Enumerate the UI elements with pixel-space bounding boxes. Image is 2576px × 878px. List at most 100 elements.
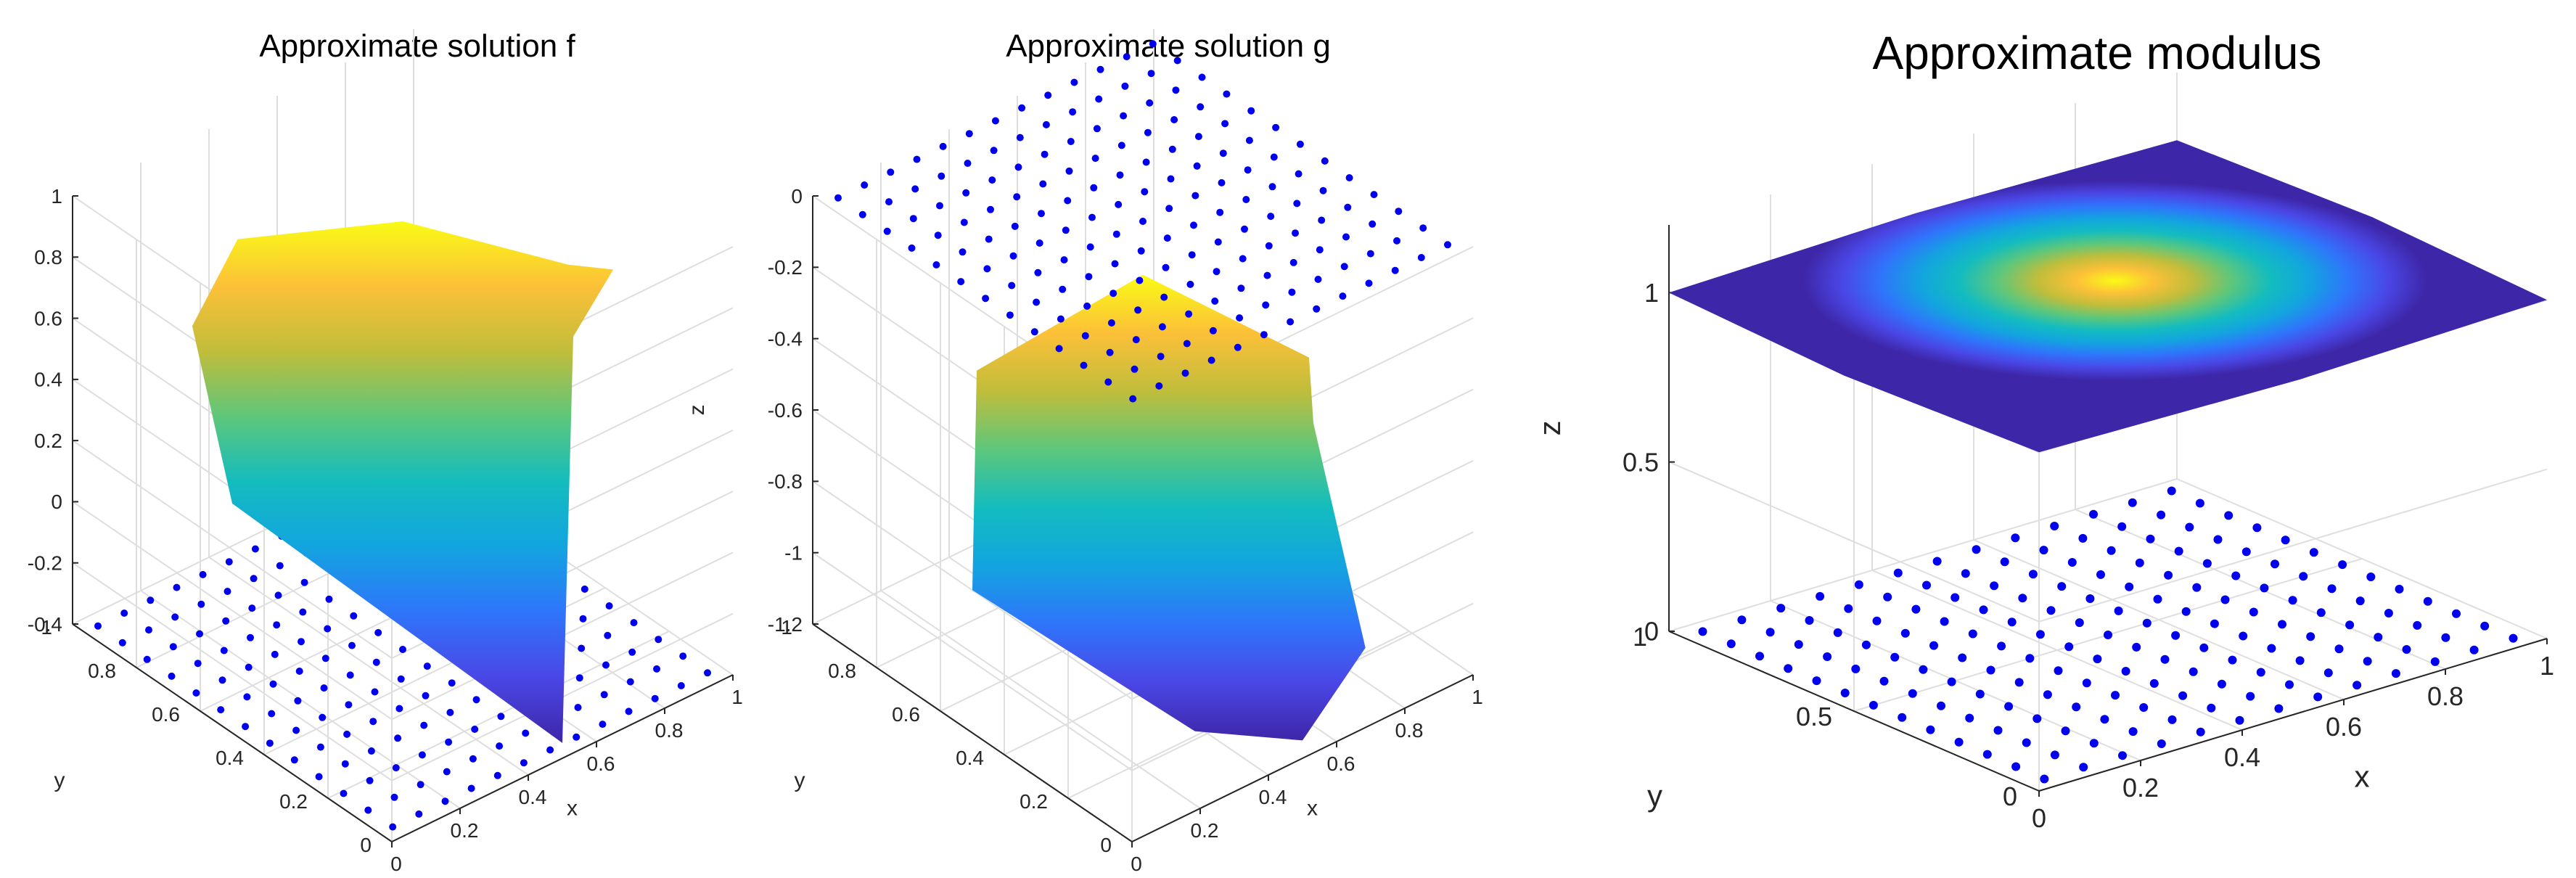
data-point <box>909 215 917 223</box>
data-point <box>2028 570 2038 579</box>
data-point <box>913 155 921 163</box>
data-point <box>1213 268 1221 276</box>
surface <box>192 221 614 743</box>
data-point <box>197 600 205 608</box>
data-point <box>1319 186 1327 194</box>
data-point <box>1366 250 1374 258</box>
data-point <box>1191 192 1199 200</box>
data-point <box>271 650 279 658</box>
y-tick-label: 0.5 <box>1796 702 1832 731</box>
data-point <box>1117 141 1125 149</box>
data-point <box>1163 234 1171 242</box>
data-point <box>1947 677 1956 686</box>
data-point <box>1188 251 1196 259</box>
data-point <box>1265 242 1273 250</box>
data-point <box>2000 557 2009 567</box>
z-tick-label: -0.8 <box>768 470 803 493</box>
data-point <box>1314 276 1322 283</box>
data-point <box>2295 656 2305 665</box>
data-point <box>321 655 329 662</box>
data-point <box>2057 582 2067 591</box>
data-point <box>605 602 613 610</box>
data-point <box>2246 692 2255 701</box>
data-point <box>834 194 842 202</box>
data-point <box>269 680 277 688</box>
y-tick-label: 0.6 <box>892 703 920 726</box>
data-point <box>2391 669 2400 678</box>
data-point <box>443 768 451 776</box>
z-tick-label: 0.6 <box>34 307 62 329</box>
data-point <box>2217 679 2226 689</box>
x-tick-label: 0.2 <box>451 819 479 842</box>
data-point <box>2323 668 2333 678</box>
data-point <box>147 596 155 604</box>
data-point <box>1242 196 1250 203</box>
data-point <box>1370 191 1378 199</box>
data-point <box>268 710 276 718</box>
data-point <box>390 793 398 801</box>
data-point <box>2128 498 2137 507</box>
z-tick-label: 1 <box>51 185 62 208</box>
data-point <box>2202 559 2212 568</box>
data-point <box>1116 171 1124 179</box>
data-point <box>2256 668 2265 677</box>
x-tick-label: 0.2 <box>2122 773 2159 803</box>
data-point <box>1833 628 1842 637</box>
z-tick-label: 0 <box>791 185 803 208</box>
data-point <box>1908 689 1917 698</box>
data-point <box>1183 340 1191 348</box>
data-point <box>1109 290 1117 298</box>
data-point <box>1444 241 1451 249</box>
data-point <box>243 693 251 701</box>
data-point <box>1932 557 1942 566</box>
z-tick-label: 0 <box>1644 617 1659 647</box>
data-point <box>1095 95 1103 103</box>
data-point <box>2249 607 2258 617</box>
data-point <box>2050 750 2059 760</box>
data-point <box>2125 582 2134 591</box>
data-point <box>861 181 869 189</box>
data-point <box>1137 247 1145 255</box>
data-point <box>1083 302 1091 310</box>
data-point <box>1854 580 1863 589</box>
data-point <box>991 117 999 125</box>
data-point <box>520 759 528 767</box>
data-point <box>415 810 423 818</box>
data-point <box>1193 162 1201 170</box>
data-point <box>1321 157 1329 165</box>
x-axis-label: x <box>1307 797 1318 821</box>
data-point <box>2114 606 2123 615</box>
z-tick-label: 0.8 <box>34 246 62 268</box>
y-axis-label: y <box>795 768 805 792</box>
data-point <box>2167 486 2176 496</box>
data-point <box>957 278 965 286</box>
data-point <box>1241 225 1248 233</box>
data-point <box>2288 596 2297 605</box>
data-point <box>2033 714 2042 723</box>
x-tick-label: 0 <box>390 853 402 875</box>
data-point <box>1961 569 1970 578</box>
data-point <box>2366 573 2376 581</box>
data-point <box>964 160 972 167</box>
data-point <box>1062 226 1070 234</box>
data-point <box>1840 689 1850 697</box>
data-point <box>2423 596 2432 606</box>
data-point <box>300 578 308 586</box>
data-point <box>1267 213 1275 221</box>
data-point <box>343 730 351 738</box>
data-point <box>1344 203 1352 211</box>
data-point <box>2185 522 2194 532</box>
data-point <box>294 697 302 705</box>
data-point <box>546 746 554 754</box>
data-point <box>247 633 254 641</box>
data-point <box>1096 65 1104 73</box>
data-point <box>1737 615 1747 625</box>
data-point <box>2011 533 2020 543</box>
data-point <box>1093 125 1101 133</box>
data-point <box>1951 593 1960 602</box>
data-point <box>1006 311 1014 319</box>
y-axis-label: y <box>54 768 65 792</box>
data-point <box>1214 238 1222 246</box>
data-point <box>1085 273 1093 281</box>
data-point <box>2022 738 2031 747</box>
